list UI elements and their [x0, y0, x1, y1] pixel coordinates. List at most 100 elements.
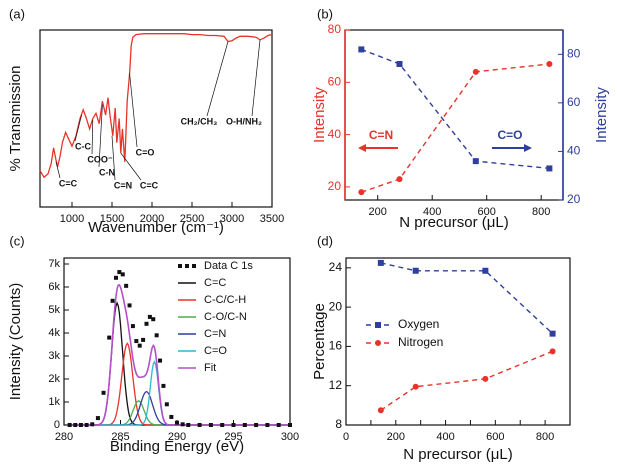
series-line-nitrogen [380, 350, 553, 411]
legend-label-d: Nitrogen [398, 335, 443, 349]
annotation-leader-a [91, 120, 94, 155]
data-point-cn [358, 189, 365, 196]
data-point-c1s [130, 324, 135, 329]
x-tick-label-d: 800 [536, 431, 554, 443]
y-tick-label-right-b: 80 [567, 46, 581, 60]
y-tick-label-c: 6k [48, 281, 60, 293]
series-line-co [361, 48, 550, 170]
y-tick-label-c: 2k [48, 373, 60, 385]
x-tick-label-b: 800 [532, 206, 550, 218]
data-point-c1s [151, 317, 156, 322]
data-point-c1s [134, 339, 139, 344]
x-tick-label-d: 0 [343, 431, 349, 443]
y-tick-label-right-b: 60 [567, 95, 581, 109]
x-tick-label-c: 280 [55, 431, 73, 443]
y-axis-label-left-b: Intensity [311, 87, 328, 143]
annotation-leader-a [206, 41, 229, 117]
data-point-c1s [120, 272, 125, 277]
data-point-c1s [242, 423, 247, 427]
data-point-c1s [84, 423, 89, 427]
series-line-cn [361, 63, 550, 193]
panel-label-b: (b) [317, 6, 333, 21]
legend-marker-c [185, 264, 189, 268]
data-point-c1s [137, 343, 142, 348]
data-point-c1s [144, 321, 149, 326]
data-point-c1s [161, 383, 166, 388]
data-point-nitrogen [377, 407, 384, 414]
x-tick-label-c: 290 [168, 431, 186, 443]
legend-marker-c [178, 264, 182, 268]
legend-label-c: C=N [204, 328, 226, 340]
data-point-nitrogen [482, 375, 489, 382]
y-tick-label-left-b: 80 [328, 22, 342, 36]
plot-frame-d [345, 257, 571, 426]
legend-label-c: C-C/C-H [204, 294, 246, 306]
x-axis-label-c: Binding Energy (eV) [110, 438, 244, 455]
data-point-c1s [107, 335, 112, 340]
legend-marker-d [375, 322, 381, 328]
legend-label-c: C=C [204, 277, 226, 289]
data-point-co [358, 46, 365, 53]
data-point-c1s [141, 337, 146, 342]
data-point-c1s [90, 422, 95, 427]
data-point-c1s [208, 423, 213, 427]
data-point-oxygen [377, 259, 384, 266]
data-point-cn [472, 68, 479, 75]
y-tick-label-left-b: 60 [328, 74, 342, 88]
legend-marker-d [375, 340, 381, 346]
x-tick-label-a: 1000 [60, 213, 84, 225]
annotation-label-a: C=O [136, 147, 155, 157]
x-axis-label-d: N precursor (μL) [403, 446, 513, 463]
x-tick-label-a: 1500 [100, 213, 124, 225]
annotation-leader-a [111, 135, 116, 181]
data-point-c1s [147, 314, 152, 319]
annotation-leader-a [55, 161, 61, 179]
y-tick-label-d: 12 [329, 378, 343, 392]
data-point-c1s [124, 283, 129, 288]
data-point-c1s [169, 414, 174, 419]
x-axis-label-a: Wavenumber (cm⁻¹) [88, 219, 224, 236]
series-label-co: C=O [497, 128, 522, 142]
x-tick-label-d: 600 [486, 431, 504, 443]
y-axis-label-d: Percentage [311, 303, 328, 380]
ftir-spectrum-line [39, 33, 273, 179]
y-tick-label-left-b: 20 [328, 179, 342, 193]
data-point-oxygen [412, 267, 419, 274]
data-point-oxygen [549, 330, 556, 337]
x-tick-label-b: 400 [423, 206, 441, 218]
plot-frame-c [63, 257, 291, 426]
data-point-c1s [101, 390, 106, 395]
x-tick-label-b: 200 [369, 206, 387, 218]
y-axis-label-a: % Transmission [7, 66, 24, 172]
annotation-label-a: C=C [140, 180, 159, 190]
data-point-oxygen [482, 267, 489, 274]
data-point-c1s [231, 423, 236, 427]
fit-curve-c [69, 283, 289, 426]
y-tick-label-c: 0 [54, 419, 60, 431]
x-tick-label-a: 2500 [180, 213, 204, 225]
x-axis-label-b: N precursor (μL) [399, 214, 509, 231]
panel-label-d: (d) [317, 233, 333, 248]
annotation-label-a: C=C [59, 178, 78, 188]
y-tick-label-c: 3k [48, 350, 60, 362]
annotation-leader-a [120, 152, 142, 181]
data-point-co [472, 158, 479, 165]
y-tick-label-d: 20 [329, 299, 343, 313]
data-point-co [396, 61, 403, 67]
series-arrowhead-co [524, 144, 532, 152]
data-point-c1s [78, 423, 83, 427]
x-tick-label-c: 295 [224, 431, 242, 443]
annotation-label-a: C-N [99, 167, 115, 177]
x-tick-label-d: 200 [387, 431, 405, 443]
y-tick-label-d: 24 [329, 260, 343, 274]
annotation-leader-a [129, 73, 138, 148]
y-tick-label-right-b: 40 [567, 144, 581, 158]
data-point-c1s [110, 298, 115, 303]
plot-frame-b [344, 29, 564, 201]
legend-label-c: Fit [204, 362, 216, 374]
y-tick-label-left-b: 40 [328, 127, 342, 141]
data-point-c1s [254, 423, 259, 427]
data-point-c1s [265, 423, 270, 427]
data-point-c1s [158, 358, 163, 363]
data-point-c1s [175, 420, 179, 425]
